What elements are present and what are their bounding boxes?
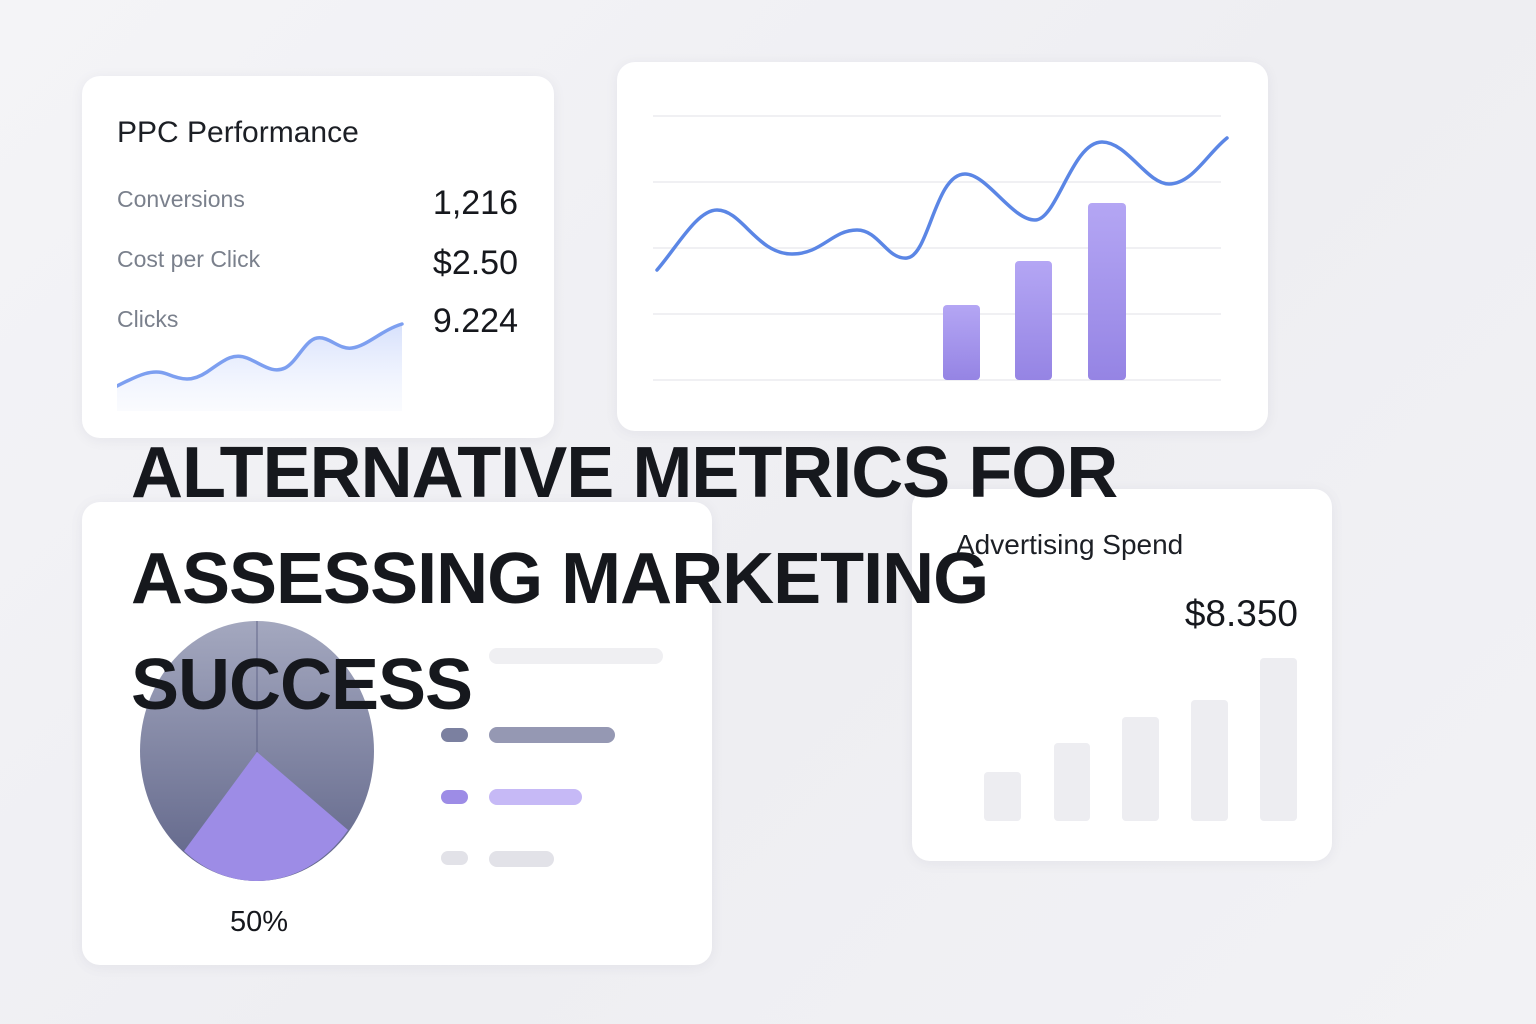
legend-bar-dark xyxy=(489,727,615,743)
metric-value-clicks: 9.224 xyxy=(432,302,518,340)
chart-bar xyxy=(1015,261,1052,380)
legend-header-bar xyxy=(489,648,663,664)
pie-slice-purple xyxy=(184,752,348,881)
legend-swatch-purple xyxy=(441,790,468,804)
clicks-sparkline xyxy=(117,322,404,411)
headline-line-2: ASSESSING MARKETING xyxy=(131,539,989,619)
ppc-card-title: PPC Performance xyxy=(117,116,359,149)
chart-bar xyxy=(943,305,980,380)
trend-chart-card xyxy=(617,62,1268,431)
pie-percent-label: 50% xyxy=(230,906,289,938)
metric-label-cost-per-click: Cost per Click xyxy=(117,246,261,272)
trend-line xyxy=(655,136,1229,272)
spend-bar xyxy=(1054,743,1090,821)
sparkline-line xyxy=(117,322,404,388)
legend-swatch-dark xyxy=(441,728,468,742)
pie-chart xyxy=(140,621,663,881)
metric-label-clicks: Clicks xyxy=(117,306,179,332)
spend-bar-chart xyxy=(984,658,1297,821)
headline-line-3: SUCCESS xyxy=(131,645,473,725)
spend-card-title: Advertising Spend xyxy=(956,529,1184,560)
metric-value-cost-per-click: $2.50 xyxy=(432,244,518,282)
metric-value-conversions: 1,216 xyxy=(432,184,518,222)
legend-bar-gray xyxy=(489,851,554,867)
chart-bar xyxy=(1088,203,1126,380)
page-headline: ALTERNATIVE METRICS FOR ASSESSING MARKET… xyxy=(131,420,1131,738)
headline-line-1: ALTERNATIVE METRICS FOR xyxy=(131,433,1118,513)
spend-bar xyxy=(1191,700,1228,821)
advertising-spend-card: Advertising Spend $8.350 xyxy=(912,489,1332,861)
legend-swatch-gray xyxy=(441,851,468,865)
spend-bar xyxy=(1260,658,1297,821)
trend-chart xyxy=(653,115,1229,381)
spend-bar xyxy=(1122,717,1159,821)
sparkline-area xyxy=(117,324,402,411)
spend-card-value: $8.350 xyxy=(1184,593,1298,634)
legend-bar-purple xyxy=(489,789,582,805)
metric-label-conversions: Conversions xyxy=(117,186,245,212)
ppc-performance-card: PPC Performance Conversions 1,216 Cost p… xyxy=(82,76,554,438)
spend-bar xyxy=(984,772,1021,821)
pie-chart-card: 50% xyxy=(82,502,712,965)
